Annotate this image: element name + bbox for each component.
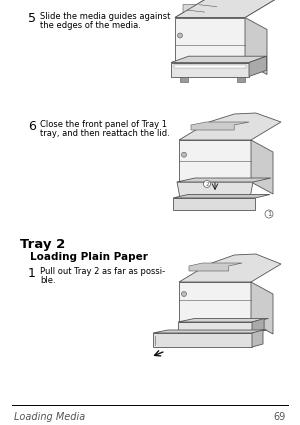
Text: Close the front panel of Tray 1: Close the front panel of Tray 1 <box>40 120 167 129</box>
Polygon shape <box>179 282 251 322</box>
Polygon shape <box>174 65 246 68</box>
Polygon shape <box>179 254 281 282</box>
Text: 6: 6 <box>28 120 36 133</box>
Circle shape <box>203 181 211 187</box>
Polygon shape <box>252 318 264 333</box>
Text: Loading Media: Loading Media <box>14 412 85 422</box>
Text: the edges of the media.: the edges of the media. <box>40 21 141 30</box>
Polygon shape <box>171 56 267 62</box>
Polygon shape <box>175 0 275 17</box>
Polygon shape <box>237 76 245 82</box>
Polygon shape <box>153 330 267 333</box>
Polygon shape <box>175 0 275 17</box>
Text: ble.: ble. <box>40 276 56 285</box>
Polygon shape <box>189 263 242 271</box>
Polygon shape <box>252 330 263 347</box>
Text: Slide the media guides against: Slide the media guides against <box>40 12 170 21</box>
Polygon shape <box>178 318 268 322</box>
Polygon shape <box>251 282 273 334</box>
Polygon shape <box>183 5 252 12</box>
Polygon shape <box>173 198 255 210</box>
Polygon shape <box>153 333 252 347</box>
Text: 1: 1 <box>267 211 271 217</box>
Circle shape <box>265 210 273 218</box>
Polygon shape <box>249 56 267 76</box>
Text: 2: 2 <box>205 181 209 187</box>
Polygon shape <box>177 182 253 198</box>
Circle shape <box>182 152 187 157</box>
Text: Tray 2: Tray 2 <box>20 238 65 251</box>
Polygon shape <box>173 195 270 198</box>
Polygon shape <box>245 17 267 74</box>
Circle shape <box>178 33 182 38</box>
Text: tray, and then reattach the lid.: tray, and then reattach the lid. <box>40 129 170 138</box>
Text: Loading Plain Paper: Loading Plain Paper <box>30 252 148 262</box>
Polygon shape <box>179 113 281 140</box>
Polygon shape <box>178 322 252 333</box>
Text: 1: 1 <box>28 267 36 280</box>
Polygon shape <box>171 62 249 76</box>
Polygon shape <box>179 140 251 182</box>
Polygon shape <box>191 122 249 130</box>
Text: Pull out Tray 2 as far as possi-: Pull out Tray 2 as far as possi- <box>40 267 165 276</box>
Polygon shape <box>251 140 273 194</box>
Polygon shape <box>180 76 188 82</box>
Text: 69: 69 <box>274 412 286 422</box>
Polygon shape <box>177 178 271 182</box>
Polygon shape <box>175 17 245 62</box>
Circle shape <box>182 292 187 297</box>
Text: 5: 5 <box>28 12 36 25</box>
